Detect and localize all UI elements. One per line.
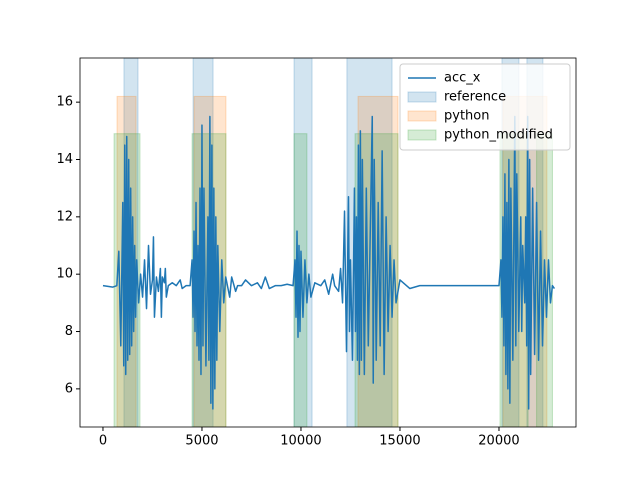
- plot-area: [102, 58, 556, 427]
- y-tick-label: 8: [65, 324, 73, 339]
- y-tick-label: 10: [56, 267, 73, 282]
- y-tick-label: 6: [65, 381, 73, 396]
- legend-swatch: [407, 91, 437, 103]
- legend-label: python: [444, 109, 489, 124]
- legend-swatch: [407, 129, 437, 141]
- legend-label: reference: [444, 90, 506, 105]
- y-tick-label: 12: [56, 209, 73, 224]
- data-line: [102, 115, 556, 410]
- legend-frame: [399, 63, 571, 151]
- x-tick-label: 0: [99, 434, 107, 449]
- axes-frame: [79, 57, 577, 428]
- x-tick-label: 10000: [280, 434, 321, 449]
- x-tick-label: 15000: [379, 434, 420, 449]
- y-tick-label: 14: [56, 152, 73, 167]
- legend-swatch: [407, 110, 437, 122]
- y-tick-label: 16: [56, 95, 73, 110]
- legend-label: python_modified: [444, 128, 553, 143]
- x-tick-label: 5000: [185, 434, 218, 449]
- x-tick-label: 20000: [478, 434, 519, 449]
- legend-label: acc_x: [444, 71, 481, 86]
